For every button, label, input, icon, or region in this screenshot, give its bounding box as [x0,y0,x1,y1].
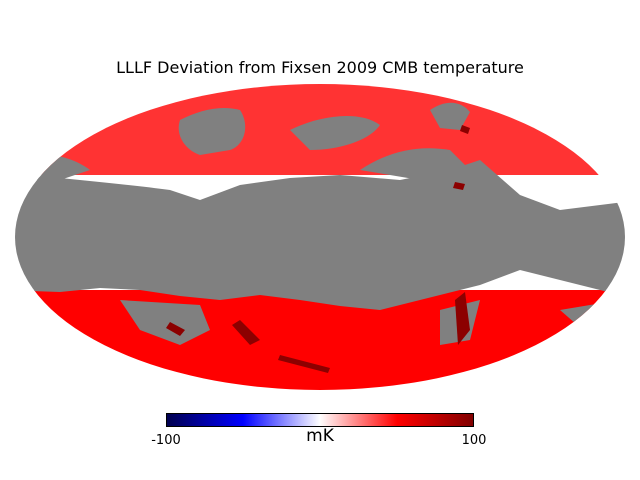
north-dark-streak-2 [453,182,465,190]
south-dark-streak-3 [455,292,470,345]
galactic-plane-mask [15,160,625,310]
south-arc [15,290,625,390]
north-gap-2 [290,115,380,150]
north-gap-1 [178,108,246,155]
south-dark-streak-1 [232,320,260,345]
chart-title: LLLF Deviation from Fixsen 2009 CMB temp… [116,58,524,77]
south-dark-streak-4 [166,322,185,336]
sky-map-layer [15,84,625,390]
south-dark-streak-2 [278,355,330,373]
north-gap-3 [430,102,470,130]
south-gap-1 [120,300,210,345]
colorbar-frame [166,413,474,427]
colorbar-tick-max: 100 [461,433,487,448]
colorbar-tick-min: -100 [151,433,181,448]
colorbar-label: mK [306,426,334,446]
colorbar [166,413,474,427]
north-dark-streak-1 [460,125,470,134]
north-gap-4 [360,148,470,180]
